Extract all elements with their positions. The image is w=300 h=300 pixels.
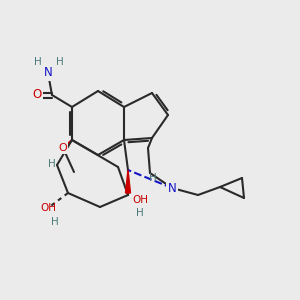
Text: O: O <box>58 143 68 153</box>
Text: N: N <box>168 182 176 194</box>
Text: H: H <box>136 208 144 218</box>
Text: OH: OH <box>40 203 56 213</box>
Text: H: H <box>149 173 157 183</box>
Polygon shape <box>125 170 130 193</box>
Text: O: O <box>32 88 42 101</box>
Text: H: H <box>48 159 56 169</box>
Text: H: H <box>34 57 42 67</box>
Text: OH: OH <box>132 195 148 205</box>
Text: H: H <box>51 217 59 227</box>
Text: N: N <box>44 67 52 80</box>
Text: H: H <box>56 57 64 67</box>
